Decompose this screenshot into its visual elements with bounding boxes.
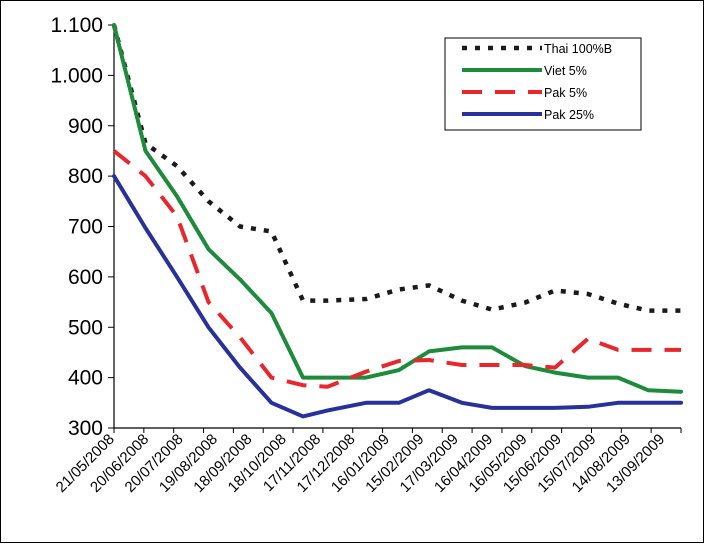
- axes: [113, 23, 681, 429]
- legend-label: Viet 5%: [544, 64, 587, 78]
- y-tick-label: 700: [68, 216, 103, 239]
- y-axis-ticks: 300 400 500 600 700 800 900 1.000 1.100: [50, 14, 114, 440]
- legend-label: Pak 25%: [544, 108, 594, 122]
- series-line-viet-5: [112, 23, 683, 394]
- y-tick-label: 1.000: [50, 64, 103, 87]
- y-tick-label: 300: [68, 417, 103, 440]
- y-tick-label: 900: [68, 115, 103, 138]
- y-tick-label: 1.100: [50, 14, 103, 37]
- series-line-thai-100-b: [111, 24, 681, 313]
- y-tick-label: 800: [68, 165, 103, 188]
- series-line-pak-25: [112, 174, 683, 419]
- legend-label: Pak 5%: [544, 86, 587, 100]
- y-tick-label: 400: [68, 367, 103, 390]
- y-tick-label: 500: [68, 316, 103, 339]
- y-tick-label: 600: [68, 266, 103, 289]
- series-line-pak-5: [112, 149, 681, 389]
- series-lines: [111, 23, 683, 419]
- legend: Thai 100%B Viet 5% Pak 5% Pak 25%: [444, 37, 642, 131]
- legend-label: Thai 100%B: [544, 42, 612, 56]
- x-axis-ticks: 21/05/200820/06/200820/07/200819/08/2008…: [53, 428, 682, 496]
